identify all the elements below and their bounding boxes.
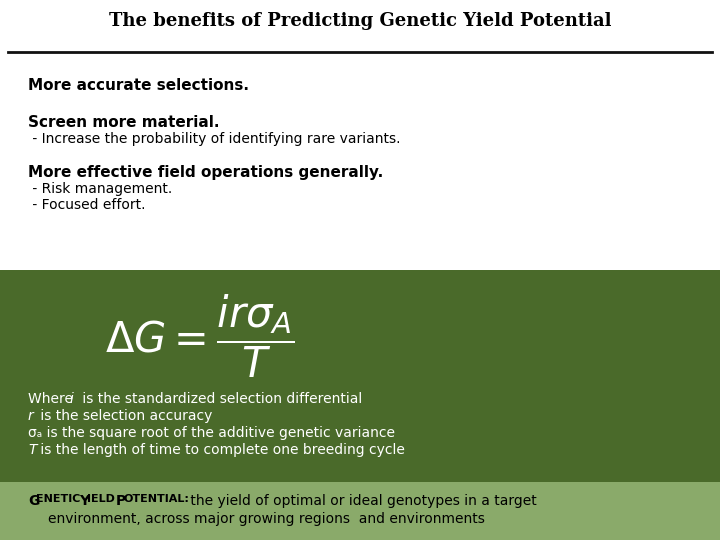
Text: ENETIC: ENETIC [36,494,84,504]
Text: - Risk management.: - Risk management. [28,182,172,196]
Text: More accurate selections.: More accurate selections. [28,78,249,93]
Text: More effective field operations generally.: More effective field operations generall… [28,165,383,180]
Text: G: G [28,494,40,508]
Text: $\Delta G = \dfrac{ir\sigma_A}{T}$: $\Delta G = \dfrac{ir\sigma_A}{T}$ [105,292,295,380]
Text: OTENTIAL:: OTENTIAL: [124,494,190,504]
Text: environment, across major growing regions  and environments: environment, across major growing region… [48,512,485,526]
Text: r: r [28,409,34,423]
Text: Y: Y [79,494,89,508]
Text: is the length of time to complete one breeding cycle: is the length of time to complete one br… [36,443,405,457]
Bar [0,270,720,482]
Bar [0,0,720,270]
Text: IELD: IELD [87,494,119,504]
Text: is the standardized selection differential: is the standardized selection differenti… [78,392,362,406]
Text: i: i [70,392,74,406]
Text: T: T [28,443,37,457]
Text: - Increase the probability of identifying rare variants.: - Increase the probability of identifyin… [28,132,400,146]
Text: σₐ is the square root of the additive genetic variance: σₐ is the square root of the additive ge… [28,426,395,440]
Text: P: P [116,494,126,508]
Text: the yield of optimal or ideal genotypes in a target: the yield of optimal or ideal genotypes … [186,494,536,508]
Bar [0,482,720,540]
Text: - Focused effort.: - Focused effort. [28,198,145,212]
Text: Where: Where [28,392,77,406]
Text: Screen more material.: Screen more material. [28,115,220,130]
Text: is the selection accuracy: is the selection accuracy [36,409,212,423]
Text: The benefits of Predicting Genetic Yield Potential: The benefits of Predicting Genetic Yield… [109,12,611,30]
